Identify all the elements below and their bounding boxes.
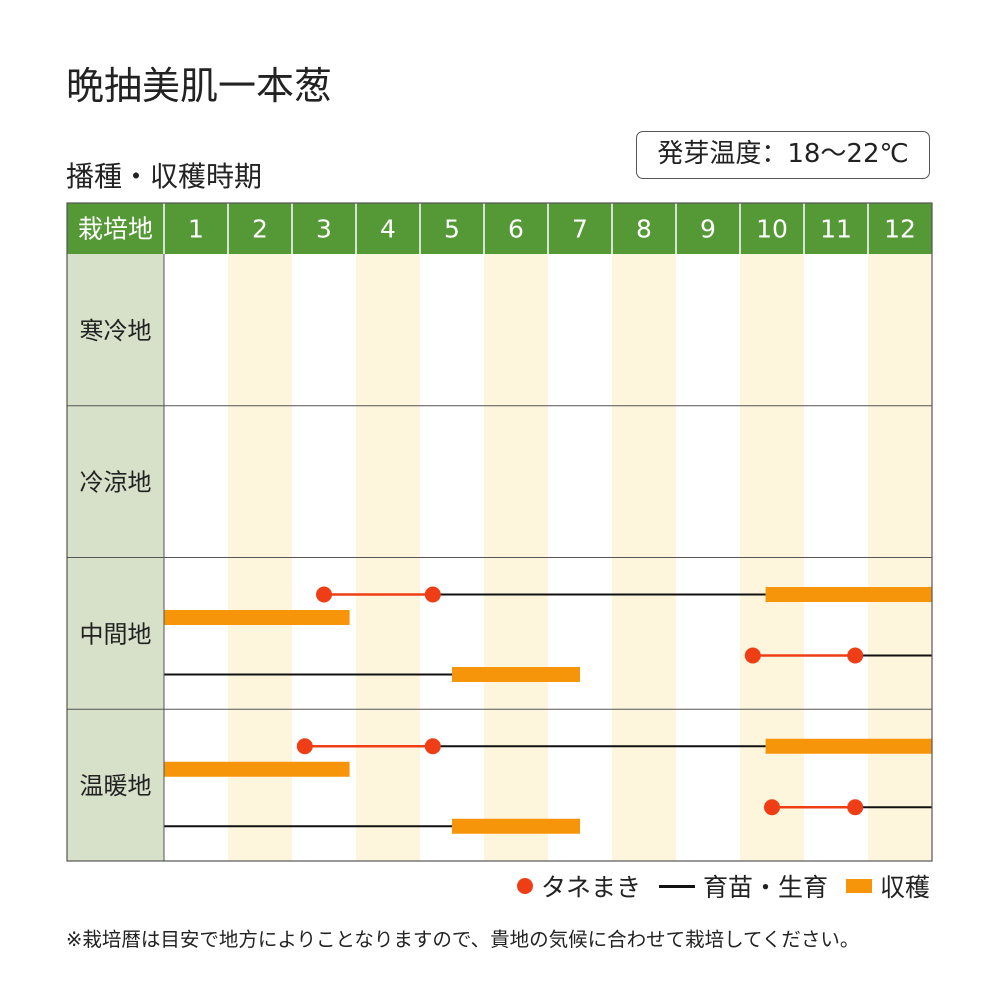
sowing-end-dot <box>424 586 441 603</box>
sowing-start-dot <box>764 799 780 816</box>
region-label-bg <box>67 557 164 710</box>
sowing-end-dot <box>847 799 864 816</box>
header-region-label: 栽培地 <box>78 215 153 244</box>
harvest-bar <box>164 761 350 777</box>
chart-legend: タネまき 育苗・生育 収穫 <box>516 868 930 904</box>
harvest-bar <box>452 818 580 834</box>
month-header-10: 10 <box>756 215 788 244</box>
month-header-5: 5 <box>444 215 460 244</box>
region-label-bg <box>67 254 164 406</box>
disclaimer-note: ※栽培暦は目安で地方によりことなりますので、貴地の気候に合わせて栽培してください… <box>66 928 860 951</box>
month-header-2: 2 <box>252 215 268 244</box>
region-label-bg <box>67 709 164 861</box>
legend-item-sowing: タネまき <box>516 868 641 904</box>
region-label-bg <box>67 405 164 558</box>
header-row-bg <box>67 203 932 254</box>
growing-line-icon <box>658 884 695 888</box>
month-header-4: 4 <box>380 215 396 244</box>
legend-sowing-label: タネまき <box>540 873 641 902</box>
month-header-11: 11 <box>820 215 852 244</box>
sowing-end-dot <box>847 647 864 664</box>
page-title: 晩抽美肌一本葱 <box>66 64 333 108</box>
germination-temperature-badge: 発芽温度：18〜22℃ <box>636 131 930 179</box>
month-header-8: 8 <box>636 215 652 244</box>
month-header-12: 12 <box>884 215 916 244</box>
sowing-dot-icon <box>516 878 533 894</box>
legend-growing-label: 育苗・生育 <box>702 873 828 902</box>
region-label: 冷涼地 <box>80 469 152 497</box>
region-label: 中間地 <box>80 620 152 648</box>
month-header-9: 9 <box>700 215 716 244</box>
chart-subtitle: 播種・収穫時期 <box>66 160 263 193</box>
sowing-end-dot <box>424 738 441 755</box>
harvest-bar <box>452 667 580 682</box>
month-header-6: 6 <box>508 215 524 244</box>
legend-item-growing: 育苗・生育 <box>658 868 828 904</box>
month-header-7: 7 <box>572 215 588 244</box>
table-border <box>66 202 933 862</box>
month-header-3: 3 <box>316 215 332 244</box>
harvest-bar-icon <box>845 879 872 893</box>
sowing-start-dot <box>296 738 313 755</box>
harvest-bar <box>765 738 932 754</box>
legend-harvest-label: 収穫 <box>879 873 930 902</box>
legend-item-harvest: 収穫 <box>845 868 930 904</box>
region-label: 寒冷地 <box>80 317 152 345</box>
month-header-1: 1 <box>188 215 204 244</box>
region-label: 温暖地 <box>80 772 152 800</box>
sowing-start-dot <box>744 647 761 664</box>
harvest-bar <box>164 610 350 625</box>
sowing-start-dot <box>316 586 332 603</box>
harvest-bar <box>765 587 932 602</box>
